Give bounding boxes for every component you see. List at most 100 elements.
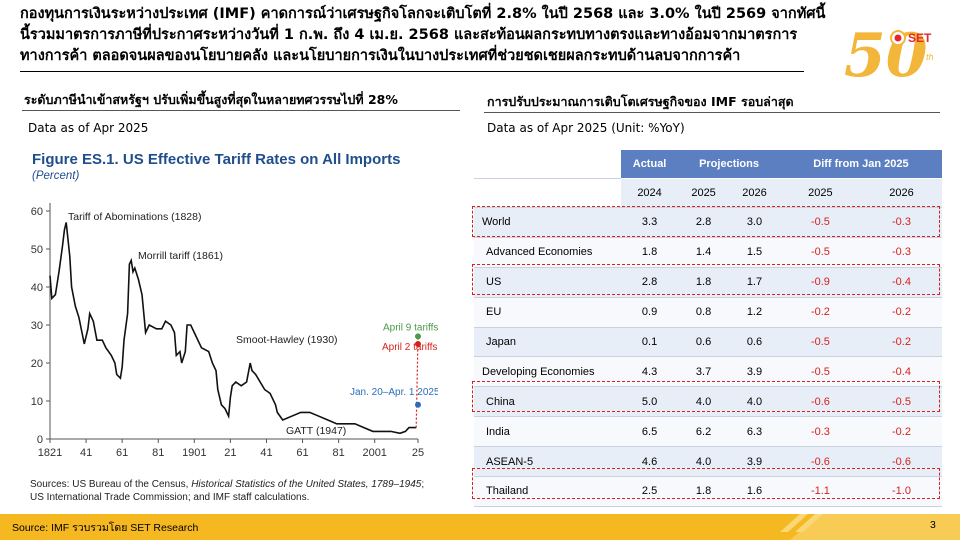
highlight-world (472, 206, 940, 237)
x-tick-label: 41 (80, 447, 92, 459)
cell-actual-2024: 1.8 (621, 237, 679, 268)
cell-diff-2026: -0.2 (860, 416, 942, 448)
figure-source: Sources: US Bureau of the Census, Histor… (30, 478, 440, 504)
table-row: World 3.3 2.8 3.0 -0.5 -0.3 (474, 207, 942, 238)
highlight-thailand (472, 468, 940, 499)
row-name: Japan (474, 327, 621, 358)
year-actual-2024: 2024 (621, 178, 679, 208)
row-name: EU (474, 297, 621, 328)
cell-proj-2025: 6.2 (678, 416, 730, 448)
table-row: US 2.8 1.8 1.7 -0.9 -0.4 (474, 267, 942, 298)
year-proj-2025: 2025 (678, 178, 730, 208)
table-body: World 3.3 2.8 3.0 -0.5 -0.3 Advanced Economies… (474, 207, 942, 507)
y-tick-label: 0 (37, 434, 43, 446)
marker-label: April 9 tariffs (383, 322, 438, 333)
table-row: ASEAN-5 4.6 4.0 3.9 -0.6 -0.6 (474, 446, 942, 478)
table-year-blank (474, 178, 621, 208)
y-tick-label: 20 (31, 358, 43, 370)
x-tick-label: 25 (412, 447, 424, 459)
growth-projection-table: Actual Projections Diff from Jan 2025 20… (474, 150, 942, 507)
table-row: Japan 0.1 0.6 0.6 -0.5 -0.2 (474, 327, 942, 358)
tariff-marker (415, 341, 421, 347)
row-name: Thailand (474, 476, 621, 507)
cell-proj-2026: 1.5 (729, 237, 780, 268)
cell-actual-2024: 2.5 (621, 476, 679, 507)
tariff-line-chart: 0 10 20 30 40 50 60 1821 41 61 81 1901 21 41 61 81 2001 2… (31, 203, 438, 459)
headline: กองทุนการเงินระหว่างประเทศ (IMF) คาดการณ… (20, 6, 826, 64)
cell-diff-2026: -0.3 (860, 237, 942, 268)
row-name: China (474, 386, 621, 418)
cell-diff-2026: -0.2 (860, 297, 942, 328)
cell-proj-2025: 0.8 (678, 297, 730, 328)
logo-set-text: SET (908, 31, 932, 45)
footer-source: Source: IMF รวบรวมโดย SET Research (12, 522, 199, 534)
x-tick-label: 41 (260, 447, 272, 459)
table-header-blank (474, 150, 621, 179)
header-actual: Actual (621, 150, 679, 179)
cell-diff-2025: -0.2 (779, 297, 861, 328)
tariff-figure: Figure ES.1. US Effective Tariff Rates o… (28, 147, 438, 512)
chart-annotation: GATT (1947) (286, 425, 346, 437)
x-tick-label: 61 (116, 447, 128, 459)
cell-proj-2026: 1.7 (729, 267, 780, 298)
cell-diff-2025: -0.3 (779, 416, 861, 448)
y-tick-label: 40 (31, 282, 43, 294)
figure-source-prefix: Sources: US Bureau of the Census, (30, 479, 192, 490)
cell-actual-2024: 4.6 (621, 446, 679, 478)
table-group-header-row: Actual Projections Diff from Jan 2025 (474, 150, 942, 179)
cell-diff-2026: -0.3 (860, 207, 942, 238)
highlight-us (472, 264, 940, 295)
cell-diff-2025: -0.5 (779, 327, 861, 358)
cell-actual-2024: 0.9 (621, 297, 679, 328)
right-title-rule (484, 112, 940, 113)
marker-label: Jan. 20–Apr. 1 2025 tariffs (350, 387, 438, 398)
x-tick-label: 21 (224, 447, 236, 459)
cell-actual-2024: 4.3 (621, 356, 679, 388)
header-diff: Diff from Jan 2025 (779, 150, 942, 179)
cell-proj-2026: 1.6 (729, 476, 780, 507)
tariff-marker (415, 401, 421, 408)
cell-proj-2026: 0.6 (729, 327, 780, 358)
table-row: Developing Economies 4.3 3.7 3.9 -0.5 -0.4 (474, 356, 942, 388)
y-tick-label: 30 (31, 320, 43, 332)
set-50th-logo: 50 SET th (838, 14, 948, 91)
x-tick-label: 1901 (182, 447, 206, 459)
x-tick-label: 81 (152, 447, 164, 459)
right-data-asof: Data as of Apr 2025 (Unit: %YoY) (487, 121, 685, 135)
x-tick-label: 2001 (362, 447, 386, 459)
cell-proj-2025: 1.4 (678, 237, 730, 268)
cell-diff-2025: -0.6 (779, 446, 861, 478)
footer-stripes (780, 514, 960, 540)
y-tick-label: 10 (31, 396, 43, 408)
tariff-marker (415, 333, 421, 340)
cell-actual-2024: 6.5 (621, 416, 679, 448)
chart-annotation: Smoot-Hawley (1930) (236, 334, 338, 346)
row-name: US (474, 267, 621, 298)
figure-subtitle: (Percent) (32, 170, 80, 182)
logo-th-text: th (926, 52, 934, 62)
x-tick-label: 1821 (38, 447, 62, 459)
left-section-title: ระดับภาษีนำเข้าสหรัฐฯ ปรับเพิ่มขึ้นสูงที… (24, 92, 398, 107)
figure-title: Figure ES.1. US Effective Tariff Rates o… (32, 151, 401, 168)
cell-proj-2025: 4.0 (678, 446, 730, 478)
cell-proj-2025: 2.8 (678, 207, 730, 238)
year-diff-2026: 2026 (860, 178, 942, 208)
cell-proj-2025: 1.8 (678, 267, 730, 298)
figure-source-suffix: ; US International Trade Commission; and… (30, 479, 425, 503)
highlight-china (472, 381, 940, 412)
table-row: Advanced Economies 1.8 1.4 1.5 -0.5 -0.3 (474, 237, 942, 268)
table-year-header-row: 2024 2025 2026 2025 2026 (474, 178, 942, 208)
table-row: India 6.5 6.2 6.3 -0.3 -0.2 (474, 416, 942, 448)
cell-proj-2025: 1.8 (678, 476, 730, 507)
x-tick-label: 61 (296, 447, 308, 459)
page-number: 3 (930, 519, 936, 531)
chart-annotation: Morrill tariff (1861) (138, 250, 223, 262)
cell-diff-2025: -1.1 (779, 476, 861, 507)
cell-proj-2026: 6.3 (729, 416, 780, 448)
tariff-dashed-line (415, 336, 419, 428)
table-row: Thailand 2.5 1.8 1.6 -1.1 -1.0 (474, 476, 942, 507)
cell-diff-2025: -0.9 (779, 267, 861, 298)
year-diff-2025: 2025 (779, 178, 861, 208)
cell-proj-2026: 3.0 (729, 207, 780, 238)
cell-actual-2024: 3.3 (621, 207, 679, 238)
